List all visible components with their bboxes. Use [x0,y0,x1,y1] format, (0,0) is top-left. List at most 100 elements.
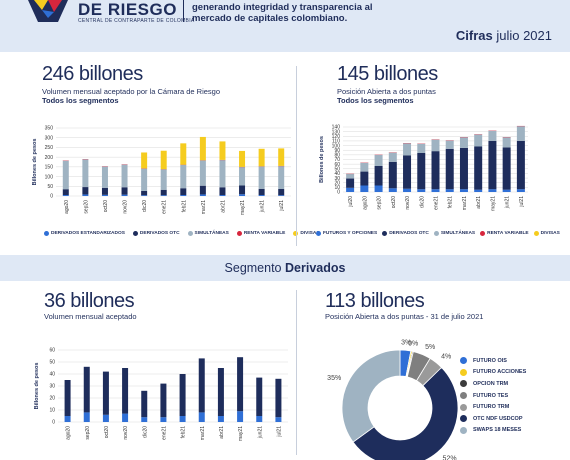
derivatives-volume-bar-segment [275,378,282,418]
derivatives-volume-x-tick: nov20 [123,426,129,440]
open-position-bar-segment [346,173,355,179]
open-position-bar-segment [502,189,511,192]
open-position-y-tick: 90 [334,148,340,154]
pie-legend-item: OTC NDF USDCOP [460,413,526,425]
legend-item: DERIVADOS OTC [132,231,180,236]
derivatives-volume-bar-segment [237,357,244,412]
open-position-bar-segment [360,162,369,172]
derivatives-volume-subtitle: Volumen mensual aceptado [44,312,137,321]
open-position-x-tick: may21 [490,196,496,211]
pie-legend-swatch [460,403,467,411]
volume-y-tick: 0 [50,194,53,200]
open-position-y-tick: 140 [332,125,341,131]
open-position-bar-segment [388,152,397,162]
pie-legend-item: FUTURO OIS [460,355,526,367]
volume-bar-segment [141,168,148,191]
derivatives-position-subtitle: Posición Abierta a dos puntas - 31 de ju… [325,312,484,321]
pie-label: 4% [441,353,451,360]
derivatives-volume-x-tick: abr21 [219,426,225,439]
pie-slice [341,349,401,443]
pie-legend-item: FUTURO TRM [460,401,526,413]
open-position-bar-segment [374,166,383,186]
derivatives-volume-bar-segment [198,412,205,422]
derivatives-volume-x-tick: sep20 [85,426,91,440]
derivatives-volume-x-tick: jul21 [276,426,282,438]
derivatives-volume-x-tick: ago20 [66,426,72,440]
derivatives-volume-bar-segment [160,417,167,422]
panel-divider [296,66,297,246]
derivatives-volume-bar-segment [179,374,186,416]
pie-legend-label: OPCION TRM [473,380,509,387]
volume-y-tick: 300 [45,135,54,141]
legend-swatch [480,231,486,236]
derivatives-volume-bar-segment [179,416,186,422]
pie-label: 35% [327,375,341,382]
derivatives-volume-bar-segment [102,414,109,422]
volume-y-tick: 50 [47,184,53,190]
pie-legend-item: FUTURO TES [460,390,526,402]
open-position-bar-segment [488,130,497,141]
derivatives-volume-y-tick: 60 [49,348,55,354]
open-position-x-tick: sep20 [377,196,383,210]
derivatives-volume-bar-segment [141,417,148,422]
legend-label: DIVISAS [300,231,320,236]
volume-bar-segment [258,188,265,196]
open-position-bar-segment [445,189,454,192]
volume-x-tick: oct20 [103,200,109,212]
volume-bar-segment [219,141,226,160]
legend-item: SIMULTÁNEAS [187,231,229,236]
volume-y-tick: 200 [45,155,54,161]
derivatives-volume-y-tick: 10 [49,408,55,414]
open-position-x-tick: jun21 [505,196,511,209]
panel-divider-bottom [296,290,297,455]
volume-y-tick: 250 [45,145,54,151]
derivatives-volume-x-tick: may21 [238,426,244,441]
legend-label: SIMULTÁNEAS [440,231,476,236]
open-position-bar-segment [431,139,440,152]
open-position-bar-segment [417,189,426,192]
legend-swatch [433,231,439,236]
cifras-label: Cifras [455,28,493,43]
derivatives-volume-bar-segment [256,377,263,416]
open-position-y-tick: 0 [337,190,340,196]
volume-bar-segment [101,187,108,195]
legend-label: SIMULTÁNEAS [194,231,229,236]
logo-subtitle: CENTRAL DE CONTRAPARTE DE COLOMBIA [78,18,195,24]
pie-legend-item: OPCION TRM [460,378,526,390]
derivatives-volume-y-tick: 40 [49,372,55,378]
volume-bar-segment [101,194,108,196]
legend-label: RENTA VARIABLE [487,231,529,236]
derivatives-volume-x-tick: dic20 [142,426,148,438]
volume-x-tick: dic20 [142,200,148,212]
derivatives-volume-y-tick: 50 [49,360,55,366]
legend-item: RENTA VARIABLE [480,231,529,236]
volume-bar-segment [199,194,206,196]
open-position-x-tick: dic20 [419,196,425,208]
derivatives-volume-bar-segment [83,412,90,422]
pie-legend-swatch [460,415,467,423]
open-position-bar-segment [459,147,468,190]
pie-label: 52% [443,455,457,460]
derivatives-volume-y-label: Billones de pesos [34,363,40,410]
volume-x-tick: nov20 [123,200,129,214]
pie-slice [352,366,459,460]
open-position-y-tick: 130 [332,129,341,135]
open-position-y-tick: 70 [334,157,340,163]
open-position-bar-segment [502,137,511,148]
pie-legend-item: SWAPS 18 MESES [460,425,526,437]
open-position-bar-segment [431,189,440,192]
volume-bar-segment [141,190,148,196]
volume-bar-segment [199,185,206,195]
volume-bar-segment [278,195,285,196]
open-position-bar-segment [474,189,483,192]
open-position-bar-segment [388,161,397,189]
open-position-bar-segment [502,147,511,190]
volume-y-tick: 100 [45,174,54,180]
legend-item: DERIVADOS OTC [382,231,429,236]
volume-bar-segment [219,195,226,196]
volume-bar-segment [121,194,128,196]
open-position-x-tick: feb21 [448,196,454,209]
section-name: Derivados [285,261,346,275]
open-position-x-tick: ene21 [434,196,440,210]
volume-subtitle: Volumen mensual aceptado por la Cámara d… [42,87,221,96]
